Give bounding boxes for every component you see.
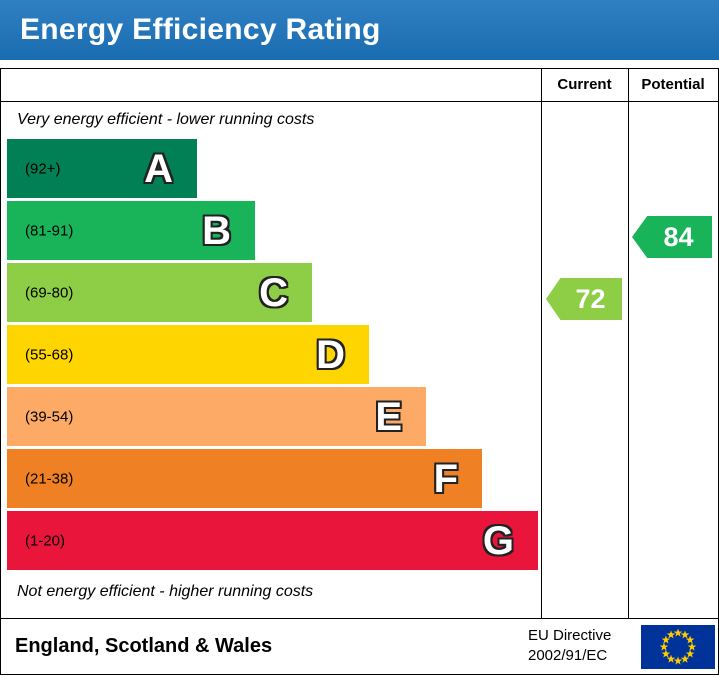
eu-directive-line-1: EU Directive <box>528 627 612 644</box>
potential-column-divider <box>628 69 629 618</box>
region-label: England, Scotland & Wales <box>15 635 273 657</box>
title-bar: Energy Efficiency Rating <box>0 0 719 60</box>
band-e-letter: E <box>375 394 402 439</box>
potential-rating-pointer: 84 <box>632 216 712 258</box>
band-b: (81-91) B <box>7 201 255 260</box>
bottom-note: Not energy efficient - higher running co… <box>17 583 314 600</box>
header-divider-line <box>1 101 718 102</box>
band-g: (1-20) G <box>7 511 538 570</box>
page-title: Energy Efficiency Rating <box>20 13 381 46</box>
current-rating-pointer: 72 <box>546 278 622 320</box>
potential-rating-value: 84 <box>663 222 694 252</box>
band-a-letter: A <box>144 146 173 191</box>
top-note: Very energy efficient - lower running co… <box>17 111 315 128</box>
footer: England, Scotland & Wales EU Directive 2… <box>1 618 718 674</box>
band-b-range: (81-91) <box>25 222 74 239</box>
band-c-range: (69-80) <box>25 284 74 301</box>
chart-box: Current Potential Very energy efficient … <box>0 68 719 675</box>
band-c-letter: C <box>259 270 288 315</box>
band-d-letter: D <box>316 332 345 377</box>
eu-directive-line-2: 2002/91/EC <box>528 647 608 664</box>
band-f-range: (21-38) <box>25 470 74 487</box>
band-d-range: (55-68) <box>25 346 74 363</box>
band-b-letter: B <box>202 208 231 253</box>
band-f-letter: F <box>433 456 458 501</box>
band-c: (69-80) C <box>7 263 312 322</box>
band-g-range: (1-20) <box>25 532 66 549</box>
current-column-divider <box>541 69 542 618</box>
current-rating-value: 72 <box>575 284 606 314</box>
column-header-current: Current <box>557 76 612 93</box>
eu-directive-label: EU Directive 2002/91/EC <box>528 626 611 666</box>
band-g-letter: G <box>482 518 514 563</box>
band-f: (21-38) F <box>7 449 482 508</box>
band-a-range: (92+) <box>25 160 61 177</box>
eu-flag <box>641 625 715 669</box>
band-a: (92+) A <box>7 139 197 198</box>
column-header-potential: Potential <box>641 76 705 93</box>
band-e: (39-54) E <box>7 387 426 446</box>
rating-bands: (92+) A (81-91) B (69-80) C (55-68) D (3… <box>7 139 538 573</box>
band-d: (55-68) D <box>7 325 369 384</box>
band-e-range: (39-54) <box>25 408 74 425</box>
